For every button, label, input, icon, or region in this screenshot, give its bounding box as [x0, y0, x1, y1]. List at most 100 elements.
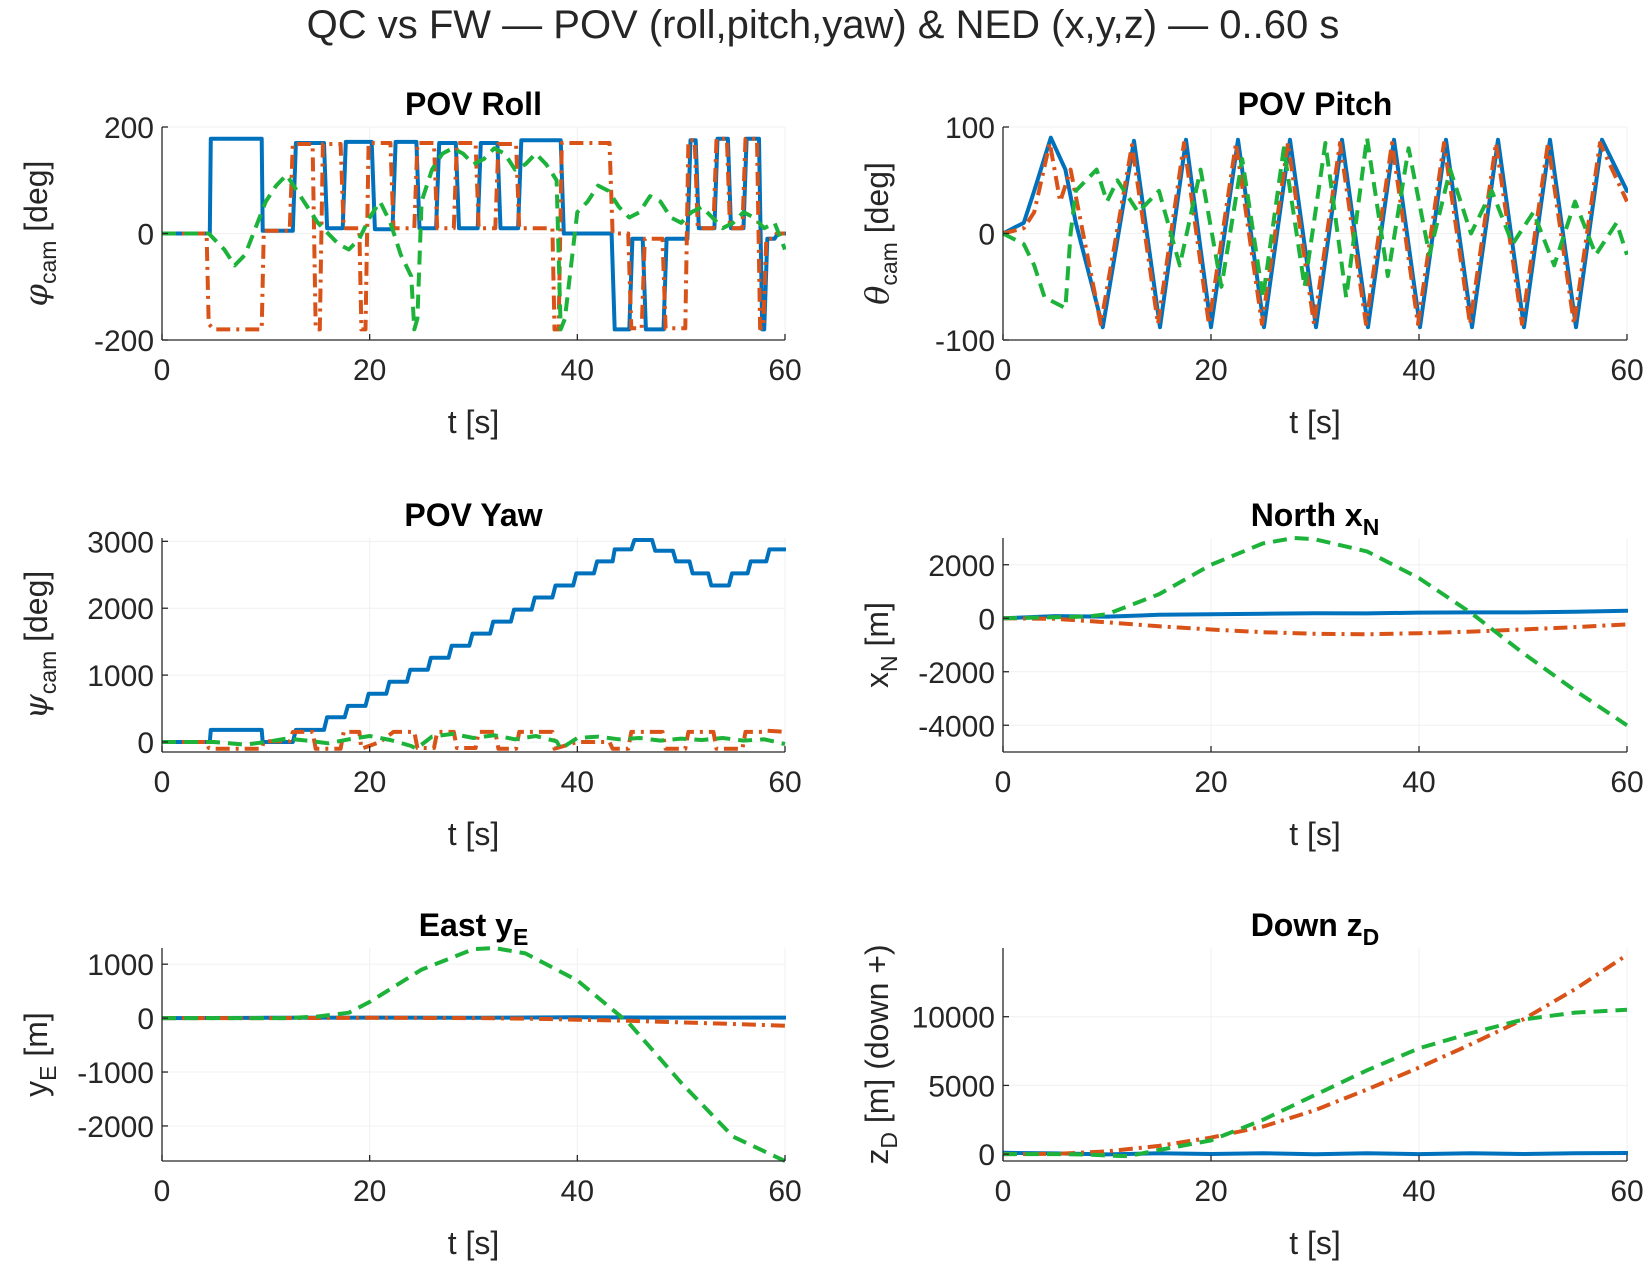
y-axis-label-symbol: ψ — [17, 693, 55, 719]
series-line-green — [162, 731, 786, 751]
y-axis-label-subscript: cam — [35, 651, 61, 694]
y-axis-label-symbol: φ — [17, 283, 55, 306]
x-tick-label: 40 — [1402, 354, 1435, 387]
series-line-orange — [1003, 616, 1628, 637]
subplot-title-subscript: D — [1363, 924, 1380, 950]
subplot-title: North xN — [1251, 497, 1380, 540]
x-tick-label: 20 — [1194, 1175, 1227, 1208]
y-axis-label: ψcam [deg] — [17, 571, 61, 720]
x-axis-label: t [s] — [1289, 1225, 1341, 1261]
plot-area — [162, 538, 785, 752]
x-tick-label: 20 — [353, 354, 386, 387]
x-tick-label: 20 — [1194, 354, 1227, 387]
y-axis-label: φcam [deg] — [17, 161, 61, 307]
y-axis-label-symbol: y — [18, 1081, 54, 1097]
series-line-orange — [162, 728, 786, 751]
x-tick-label: 0 — [995, 1175, 1012, 1208]
series-group — [162, 136, 786, 332]
x-tick-label: 60 — [1610, 766, 1643, 799]
subplot-title: POV Pitch — [1238, 86, 1393, 122]
y-axis-label-subscript: N — [876, 655, 902, 672]
subplot-title-text: POV Roll — [405, 86, 542, 122]
y-axis-label-unit: [m] (down +) — [859, 944, 895, 1132]
y-axis-label: θcam [deg] — [858, 162, 902, 305]
series-line-green — [162, 946, 786, 1163]
series-group — [1003, 953, 1628, 1159]
y-axis-label-unit: [deg] — [18, 161, 54, 241]
y-tick-label: -2000 — [77, 1111, 154, 1144]
series-line-green — [1003, 536, 1628, 727]
series-line-blue — [1003, 608, 1628, 621]
x-tick-label: 0 — [995, 766, 1012, 799]
y-tick-label: -200 — [94, 325, 154, 358]
series-line-orange — [1003, 141, 1628, 326]
y-axis-label-symbol: z — [859, 1149, 895, 1165]
y-tick-label: 0 — [137, 727, 154, 760]
y-tick-label: 1000 — [87, 949, 154, 982]
y-axis-label-unit: [deg] — [859, 162, 895, 242]
y-axis-label-subscript: E — [35, 1065, 61, 1080]
subplot-title-text: East y — [419, 907, 513, 943]
y-tick-label: 3000 — [87, 526, 154, 559]
y-tick-label: 0 — [137, 1003, 154, 1036]
y-axis-label-unit: [m] — [859, 602, 895, 655]
y-axis-label-symbol: x — [859, 672, 895, 688]
subplot-3: 0 20 40 60 0 1000 2000 3000 POV Yaw t [s] ψcam [de… — [17, 497, 802, 852]
y-axis-label-subscript: cam — [876, 242, 902, 285]
x-axis-label: t [s] — [1289, 404, 1341, 440]
x-tick-label: 40 — [561, 766, 594, 799]
y-axis-label-unit: [m] — [18, 1012, 54, 1065]
subplot-title-text: POV Pitch — [1238, 86, 1393, 122]
series-group — [1003, 135, 1628, 330]
y-axis-label: zD [m] (down +) — [859, 944, 902, 1164]
series-line-blue — [162, 538, 786, 744]
y-tick-label: 200 — [104, 112, 154, 145]
x-tick-label: 40 — [1402, 1175, 1435, 1208]
x-tick-label: 20 — [353, 1175, 386, 1208]
x-axis-label: t [s] — [448, 1225, 500, 1261]
series-group — [162, 946, 786, 1163]
x-tick-label: 60 — [768, 766, 801, 799]
series-group — [1003, 536, 1628, 727]
x-tick-label: 0 — [154, 1175, 171, 1208]
plot-area — [1003, 948, 1627, 1161]
series-line-orange — [1003, 953, 1628, 1157]
x-tick-label: 40 — [561, 1175, 594, 1208]
x-tick-label: 20 — [1194, 766, 1227, 799]
series-line-orange — [162, 136, 785, 332]
x-tick-label: 60 — [1610, 1175, 1643, 1208]
subplot-title: POV Yaw — [404, 497, 542, 533]
subplot-title: Down zD — [1251, 907, 1380, 950]
x-tick-label: 20 — [353, 766, 386, 799]
y-tick-label: -100 — [935, 325, 995, 358]
y-tick-label: 10000 — [912, 1002, 995, 1035]
y-tick-label: 2000 — [87, 593, 154, 626]
y-tick-label: 0 — [978, 603, 995, 636]
x-axis-label: t [s] — [1289, 816, 1341, 852]
figure-suptitle: QC vs FW — POV (roll,pitch,yaw) & NED (x… — [307, 3, 1340, 47]
x-tick-label: 0 — [995, 354, 1012, 387]
y-tick-label: 0 — [978, 219, 995, 252]
x-tick-label: 0 — [154, 766, 171, 799]
y-axis-label: yE [m] — [18, 1012, 61, 1097]
y-tick-label: -4000 — [918, 710, 995, 743]
y-tick-label: 2000 — [928, 550, 995, 583]
y-axis-label-unit: [deg] — [18, 571, 54, 651]
series-line-green — [1003, 1007, 1628, 1159]
y-axis-label-subscript: D — [876, 1132, 902, 1149]
series-group — [162, 538, 786, 751]
y-tick-label: 0 — [978, 1139, 995, 1172]
plot-area — [1003, 538, 1627, 752]
y-tick-label: 100 — [945, 112, 995, 145]
series-line-blue — [1003, 1150, 1628, 1157]
subplot-title-subscript: N — [1363, 514, 1380, 540]
x-tick-label: 0 — [154, 354, 171, 387]
y-axis-label-symbol: θ — [858, 286, 896, 305]
subplot-title: POV Roll — [405, 86, 542, 122]
subplot-title-text: North x — [1251, 497, 1363, 533]
